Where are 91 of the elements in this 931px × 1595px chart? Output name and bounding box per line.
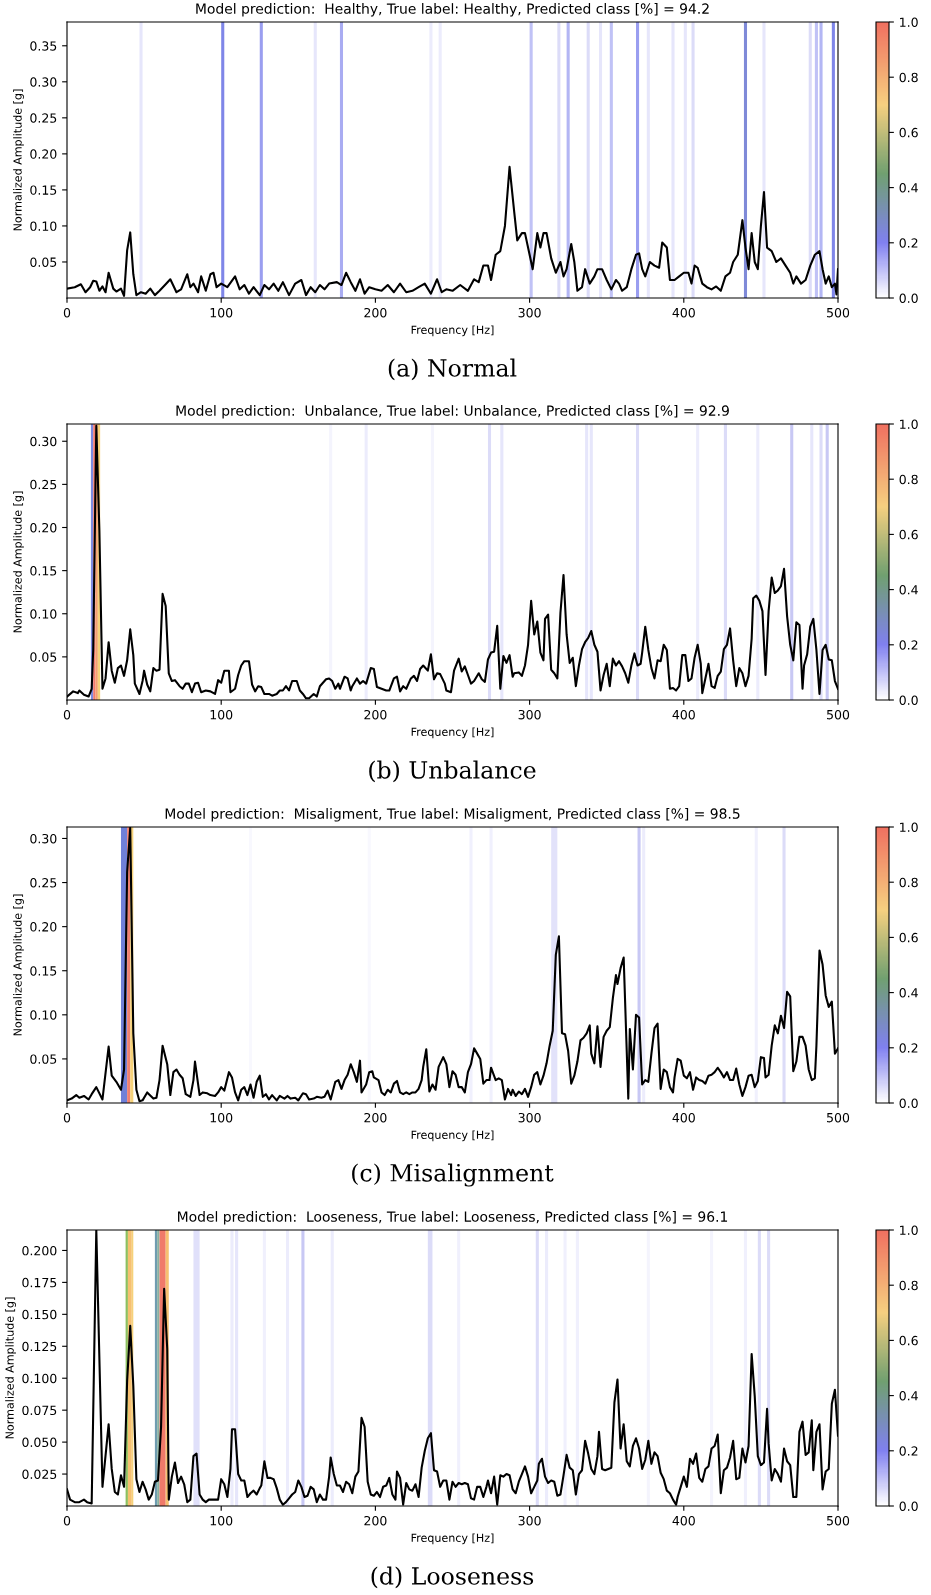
y-tick-label: 0.20	[30, 149, 57, 159]
color-bar-label: 0.8	[899, 474, 918, 485]
y-axis-title: Normalized Amplitude [g]	[13, 89, 24, 231]
y-tick-label: 0.10	[30, 609, 57, 619]
y-tick-label: 0.25	[30, 479, 57, 490]
x-axis-title: Frequency [Hz]	[411, 325, 494, 337]
y-tick-label: 0.30	[30, 77, 57, 87]
y-tick-label: 0.05	[30, 652, 57, 662]
chart-title: Model prediction: Unbalance, True label: Unbalance, Predicted class [%] = 92.9	[176, 405, 729, 419]
x-axis-title: Frequency [Hz]	[411, 1130, 494, 1142]
y-tick-label: 0.050	[22, 1437, 57, 1448]
y-tick-label: 0.025	[22, 1469, 57, 1479]
x-axis-title: Frequency [Hz]	[411, 1533, 494, 1545]
y-axis-title: Normalized Amplitude [g]	[5, 1297, 16, 1439]
x-tick-label: 300	[518, 709, 541, 720]
x-tick-label: 100	[210, 709, 233, 720]
x-tick-label: 200	[364, 1515, 387, 1526]
chart-title: Model prediction: Looseness, True label: Looseness, Predicted class [%] = 96.1	[178, 1211, 728, 1225]
y-tick-label: 0.175	[22, 1277, 57, 1288]
y-tick-label: 0.125	[22, 1341, 57, 1352]
color-bar-label: 0.4	[899, 585, 918, 595]
y-tick-label: 0.05	[30, 257, 57, 267]
color-bar-label: 0.8	[899, 877, 918, 888]
x-tick-label: 200	[364, 1112, 387, 1123]
text: (a) Normal	[388, 358, 517, 381]
y-axis-title: Normalized Amplitude [g]	[13, 491, 24, 633]
color-bar-label: 0.6	[899, 529, 918, 540]
y-tick-label: 0.20	[30, 922, 57, 932]
x-axis-title: Frequency [Hz]	[411, 727, 494, 739]
y-tick-label: 0.20	[30, 522, 57, 533]
x-tick-label: 400	[672, 709, 695, 720]
y-tick-label: 0.30	[30, 833, 57, 844]
y-tick-label: 0.200	[22, 1245, 57, 1256]
color-bar-label: 0.2	[899, 640, 918, 650]
x-tick-label: 300	[518, 307, 541, 318]
color-bar-label: 0.4	[899, 183, 918, 193]
x-tick-label: 100	[210, 1515, 233, 1526]
color-bar-label: 0.2	[899, 1446, 918, 1456]
color-bar-label: 1.0	[900, 1225, 918, 1235]
x-tick-label: 100	[210, 1112, 233, 1123]
x-tick-label: 0	[63, 1112, 71, 1123]
color-bar-label: 0.6	[899, 932, 918, 943]
text: (c) Misalignment	[352, 1163, 554, 1187]
x-tick-label: 300	[518, 1112, 541, 1123]
y-tick-label: 0.25	[30, 113, 57, 123]
color-bar-label: 0.6	[899, 1335, 918, 1346]
y-tick-label: 0.30	[30, 436, 57, 447]
x-tick-label: 100	[210, 307, 233, 318]
color-bar-label: 0.2	[899, 238, 918, 248]
color-bar-label: 0.2	[899, 1043, 918, 1053]
chart-title: Model prediction: Misaligment, True label: Misaligment, Predicted class [%] = 98.5	[165, 808, 740, 822]
x-tick-label: 400	[672, 1112, 695, 1123]
x-tick-label: 0	[63, 709, 71, 720]
text: (b) Unbalance	[369, 760, 536, 783]
x-tick-label: 0	[63, 307, 71, 318]
y-tick-label: 0.15	[30, 966, 57, 976]
y-tick-label: 0.15	[30, 566, 57, 576]
color-bar-label: 0.0	[899, 1501, 918, 1511]
x-tick-label: 500	[827, 1515, 850, 1526]
color-bar-label: 0.4	[899, 1391, 918, 1401]
color-bar-label: 0.0	[899, 695, 918, 705]
color-bar-label: 0.8	[899, 1280, 918, 1291]
y-tick-label: 0.10	[30, 1010, 57, 1020]
y-tick-label: 0.10	[30, 221, 57, 231]
color-bar-label: 0.0	[899, 293, 918, 303]
y-tick-label: 0.075	[22, 1405, 57, 1416]
x-tick-label: 500	[827, 307, 850, 318]
x-tick-label: 400	[672, 307, 695, 318]
y-tick-label: 0.25	[30, 878, 57, 888]
color-bar-label: 1.0	[900, 17, 918, 27]
color-bar-label: 1.0	[900, 419, 918, 429]
x-tick-label: 400	[672, 1515, 695, 1526]
color-bar-label: 0.0	[899, 1098, 918, 1108]
chart-title: Model prediction: Healthy, True label: Healthy, Predicted class [%] = 94.2	[196, 3, 709, 17]
y-tick-label: 0.150	[22, 1309, 57, 1320]
y-tick-label: 0.35	[30, 41, 57, 51]
text: (d) Looseness	[371, 1566, 534, 1589]
y-tick-label: 0.15	[30, 185, 57, 195]
color-bar-label: 1.0	[900, 822, 918, 832]
y-tick-label: 0.05	[30, 1054, 57, 1064]
y-axis-title: Normalized Amplitude [g]	[13, 894, 24, 1036]
x-tick-label: 300	[518, 1515, 541, 1526]
color-bar-label: 0.4	[899, 988, 918, 998]
color-bar-label: 0.6	[899, 127, 918, 138]
x-tick-label: 500	[827, 709, 850, 720]
x-tick-label: 200	[364, 709, 387, 720]
x-tick-label: 500	[827, 1112, 850, 1123]
color-bar-label: 0.8	[899, 72, 918, 83]
y-tick-label: 0.100	[22, 1373, 57, 1384]
x-tick-label: 0	[63, 1515, 71, 1526]
x-tick-label: 200	[364, 307, 387, 318]
